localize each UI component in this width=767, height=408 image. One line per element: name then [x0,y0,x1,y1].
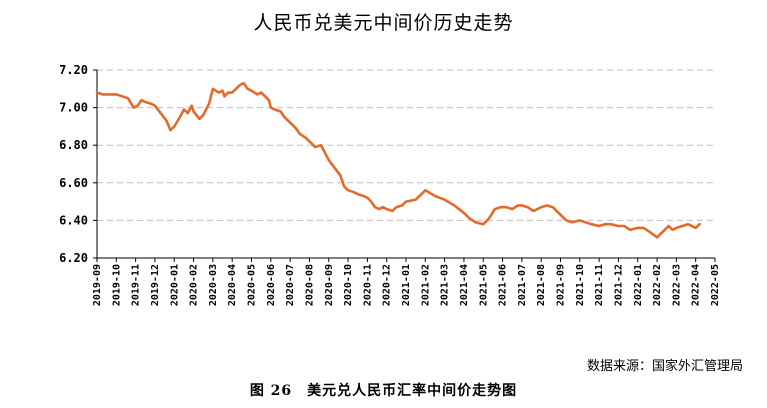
x-tick-label: 2021-06 [498,264,509,306]
x-tick-label: 2020-02 [189,264,200,306]
x-tick-label: 2020-09 [324,264,335,306]
x-tick-label: 2021-12 [613,264,624,306]
x-tick-label: 2020-06 [266,264,277,306]
x-tick-label: 2020-11 [362,264,373,306]
x-tick-label: 2021-04 [459,264,470,306]
x-tick-label: 2021-07 [517,264,528,306]
series-line [95,81,701,239]
y-tick-label: 7.20 [59,63,88,77]
series-layer [95,81,701,239]
x-tick-label: 2020-05 [247,264,258,306]
x-tick-label: 2021-08 [536,264,547,306]
x-tick-label: 2020-01 [169,264,180,306]
x-tick-label: 2019-09 [92,264,103,306]
x-tick-label: 2019-12 [150,264,161,306]
x-tick-label: 2021-05 [478,264,489,306]
x-tick-label: 2022-05 [710,264,721,306]
figure-caption: 图 26 美元兑人民币汇率中间价走势图 [249,383,518,399]
chart-title: 人民币兑美元中间价历史走势 [253,12,514,34]
x-tick-label: 2021-02 [420,264,431,306]
y-tick-label: 7.00 [59,101,88,115]
data-source: 数据来源：国家外汇管理局 [586,359,743,374]
x-tick-label: 2020-12 [382,264,393,306]
y-tick-label: 6.40 [59,213,88,227]
y-tick-label: 6.60 [59,176,88,190]
x-tick-label: 2020-07 [285,264,296,306]
gridlines [97,69,715,221]
x-tick-label: 2021-11 [594,264,605,306]
y-tick-label: 6.20 [59,251,88,265]
x-tick-label: 2019-11 [131,264,142,306]
x-tick-label: 2022-01 [633,264,644,306]
x-tick-label: 2021-09 [556,264,567,306]
y-tick-label: 6.80 [59,138,88,152]
y-axis: 7.20 7.00 6.80 6.60 6.40 6.20 [59,63,98,265]
x-tick-label: 2022-04 [691,264,702,306]
x-axis: 2019-09 2019-10 2019-11 2019-12 2020-01 2020-… [92,257,721,306]
x-tick-label: 2022-03 [671,264,682,306]
x-tick-label: 2020-10 [343,264,354,306]
x-tick-label: 2020-08 [304,264,315,306]
x-tick-label: 2020-03 [208,264,219,306]
x-tick-label: 2021-10 [575,264,586,306]
x-tick-label: 2020-04 [227,264,238,306]
x-tick-label: 2019-10 [111,264,122,306]
x-tick-label: 2021-03 [440,264,451,306]
x-tick-label: 2021-01 [401,264,412,306]
x-tick-label: 2022-02 [652,264,663,306]
